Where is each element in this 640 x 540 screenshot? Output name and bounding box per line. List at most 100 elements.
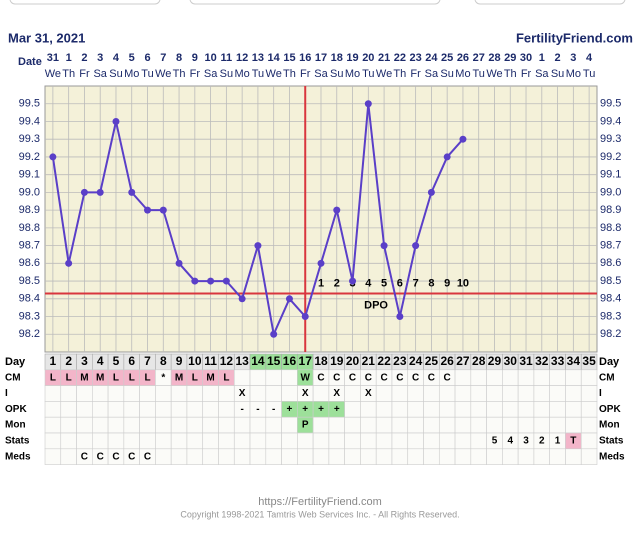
dpo-number: 2: [334, 277, 340, 289]
cell: [139, 416, 156, 434]
cell: [375, 448, 393, 465]
cell: [233, 432, 251, 450]
temp-point: [412, 242, 420, 250]
cell-text: C: [412, 372, 419, 383]
row-label-right: CM: [599, 372, 615, 383]
cell-text: C: [112, 451, 119, 462]
cell: [218, 401, 235, 418]
cell-text: L: [223, 372, 229, 383]
cell-text: X: [302, 388, 309, 399]
cell: [344, 432, 361, 450]
day-number: 16: [283, 354, 297, 368]
day-number: 6: [128, 354, 135, 368]
cell-text: L: [50, 372, 56, 383]
date-number: 22: [394, 52, 406, 64]
cell: [76, 385, 93, 402]
weekday: Mo: [345, 68, 360, 80]
weekday: Sa: [425, 68, 439, 80]
y-tick-label-right: 98.9: [600, 204, 621, 216]
cell-text: +: [334, 404, 340, 415]
weekday: Tu: [252, 68, 264, 80]
cell: [423, 432, 440, 450]
cell-text: -: [240, 404, 243, 415]
cell: [281, 385, 298, 402]
cell: [438, 401, 456, 418]
cell: [139, 401, 156, 418]
cell: [123, 385, 140, 402]
cell-text: +: [302, 404, 308, 415]
cell: [202, 448, 219, 465]
cell: [438, 448, 456, 465]
weekday: Sa: [314, 68, 328, 80]
cell: [580, 401, 598, 418]
button[interactable]: [474, 0, 626, 5]
temp-point: [301, 313, 309, 321]
y-tick-label-right: 98.3: [600, 310, 621, 322]
cell: [549, 416, 566, 434]
day-number: 11: [204, 354, 217, 368]
button[interactable]: [189, 0, 441, 5]
day-number: 13: [235, 354, 249, 368]
weekday: Su: [440, 68, 453, 80]
cell: [517, 448, 535, 465]
cell: [486, 369, 503, 386]
y-tick-label-right: 98.6: [600, 257, 621, 269]
date-number: 29: [504, 52, 516, 64]
cell: [265, 369, 282, 386]
cell: [170, 401, 188, 418]
cell-text: C: [365, 372, 372, 383]
temp-point: [270, 330, 278, 338]
temp-point: [207, 277, 215, 285]
cell: [375, 385, 393, 402]
cell: [218, 448, 235, 465]
cell-text: W: [301, 372, 311, 383]
cell: [344, 401, 361, 418]
cell: [502, 369, 519, 386]
cell: [44, 385, 62, 402]
cell: [407, 401, 424, 418]
cell: [502, 385, 519, 402]
y-tick-label-right: 98.2: [600, 328, 621, 340]
dpo-number: 6: [397, 277, 403, 289]
cell: [233, 416, 251, 434]
day-number: 9: [176, 354, 183, 368]
cell: [549, 369, 566, 386]
cell: [186, 416, 204, 434]
cell: [139, 385, 156, 402]
cell: [312, 432, 330, 450]
cell: [107, 401, 125, 418]
day-number: 12: [220, 354, 234, 368]
cell: [580, 385, 598, 402]
cell: [533, 369, 550, 386]
date-number: 1: [66, 52, 72, 64]
date-number: 31: [47, 52, 59, 64]
weekday: Th: [393, 68, 406, 80]
weekday: Tu: [472, 68, 484, 80]
cell-text: 1: [555, 436, 561, 447]
row-label: Stats: [5, 436, 30, 447]
cell: [249, 448, 267, 465]
copyright: Copyright 1998-2021 Tamtris Web Services…: [180, 509, 459, 519]
y-tick-label: 99.1: [19, 169, 40, 181]
cell-text: 5: [492, 436, 498, 447]
date-number: 24: [425, 52, 438, 64]
footer-url: https://FertilityFriend.com: [258, 496, 381, 508]
cell: [470, 448, 487, 465]
cell: [580, 416, 598, 434]
cell-text: 4: [507, 436, 513, 447]
cell: [533, 448, 550, 465]
y-tick-label-right: 98.8: [600, 222, 621, 234]
button[interactable]: [9, 0, 161, 5]
cell-text: L: [113, 372, 119, 383]
y-tick-label: 98.9: [19, 204, 40, 216]
day-number: 10: [188, 354, 202, 368]
temp-point: [222, 277, 230, 285]
cell: [76, 401, 93, 418]
date-number: 25: [441, 52, 453, 64]
day-number: 32: [535, 354, 549, 368]
temp-point: [317, 259, 325, 267]
cell: [107, 416, 125, 434]
cell-text: L: [144, 372, 150, 383]
cell: [344, 416, 361, 434]
cell: [155, 385, 172, 402]
